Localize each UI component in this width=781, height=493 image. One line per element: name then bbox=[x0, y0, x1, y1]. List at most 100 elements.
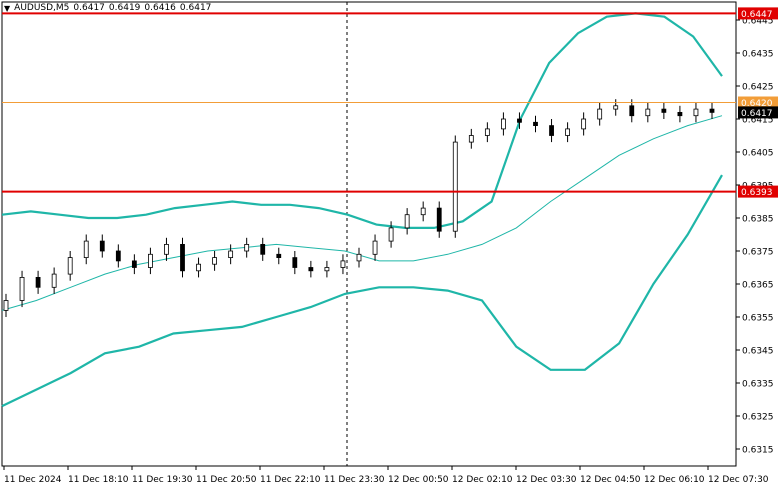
candles bbox=[3, 99, 715, 317]
candle bbox=[260, 237, 266, 261]
candle bbox=[693, 102, 699, 123]
candle bbox=[677, 105, 683, 123]
bollinger-bands bbox=[1, 12, 723, 408]
x-tick-label: 11 Dec 22:10 bbox=[260, 475, 321, 485]
candle-body bbox=[3, 300, 9, 311]
y-tick-label: 0.6385 bbox=[742, 215, 774, 225]
candle-body bbox=[533, 121, 538, 127]
price-label-bg bbox=[738, 106, 778, 119]
price-label-text: 0.6417 bbox=[741, 109, 773, 119]
candle-body bbox=[67, 257, 73, 275]
price-label-upper_red: 0.6447 bbox=[738, 7, 778, 20]
x-tick-label: 12 Dec 06:10 bbox=[644, 475, 705, 485]
candle bbox=[468, 128, 474, 149]
price-label-text: 0.6393 bbox=[741, 188, 773, 198]
candle bbox=[212, 251, 217, 271]
candle bbox=[3, 293, 9, 317]
candle-body bbox=[99, 240, 105, 252]
candle bbox=[180, 237, 185, 278]
candle bbox=[613, 99, 619, 116]
candle bbox=[597, 102, 603, 126]
candle-body bbox=[613, 105, 619, 110]
candle bbox=[645, 102, 651, 123]
candle bbox=[581, 112, 587, 136]
candle bbox=[228, 244, 234, 265]
candle-body bbox=[324, 267, 330, 272]
candle-body bbox=[693, 108, 699, 117]
candle bbox=[324, 260, 330, 278]
y-tick-label: 0.6315 bbox=[742, 446, 774, 456]
candle-body bbox=[501, 118, 506, 130]
candle-body bbox=[260, 243, 266, 255]
candle-body bbox=[19, 276, 25, 301]
price-label-text: 0.6447 bbox=[741, 10, 773, 20]
candle-body bbox=[292, 257, 298, 268]
candle bbox=[484, 122, 490, 143]
candle bbox=[436, 201, 442, 238]
y-tick-label: 0.6425 bbox=[742, 83, 774, 93]
x-tick-label: 11 Dec 20:50 bbox=[196, 475, 257, 485]
candle bbox=[661, 102, 667, 119]
candle-body bbox=[228, 250, 234, 258]
candle-body bbox=[212, 257, 217, 265]
candle-body bbox=[452, 141, 458, 232]
ohlc-high: 0.6419 bbox=[108, 3, 141, 13]
candle bbox=[244, 237, 250, 258]
candle bbox=[292, 251, 298, 275]
lower-band-line bbox=[1, 174, 723, 408]
ohlc-open: 0.6417 bbox=[73, 3, 105, 13]
candle-body bbox=[597, 108, 603, 120]
price-label-current: 0.6417 bbox=[738, 106, 778, 119]
candle-body bbox=[388, 227, 394, 242]
candle bbox=[356, 247, 362, 268]
candle-body bbox=[244, 243, 250, 252]
y-tick-label: 0.6355 bbox=[742, 314, 774, 324]
candle bbox=[83, 234, 89, 265]
candle-body bbox=[308, 267, 314, 272]
candle bbox=[565, 122, 570, 143]
x-tick-label: 12 Dec 03:30 bbox=[516, 475, 577, 485]
candle-body bbox=[131, 260, 137, 268]
candle-body bbox=[404, 214, 410, 229]
candle-body bbox=[115, 250, 121, 262]
price-axis: 0.64450.64350.64250.64150.64050.63950.63… bbox=[736, 7, 778, 456]
symbol-label: AUDUSD,M5 bbox=[14, 3, 70, 13]
candle-body bbox=[51, 273, 57, 288]
candle bbox=[501, 112, 506, 136]
candle-body bbox=[661, 108, 667, 113]
candle bbox=[549, 119, 554, 143]
candle-body bbox=[164, 243, 169, 255]
candle-body bbox=[436, 207, 442, 232]
triangle-down-icon[interactable]: ▼ bbox=[4, 3, 11, 13]
candle bbox=[533, 115, 538, 133]
candle bbox=[276, 247, 282, 265]
candle bbox=[308, 260, 314, 278]
y-tick-label: 0.6435 bbox=[742, 50, 774, 60]
candle-body bbox=[581, 118, 587, 130]
candle-body bbox=[83, 240, 89, 259]
candle-body bbox=[517, 118, 522, 123]
x-tick-label: 12 Dec 07:30 bbox=[708, 475, 769, 485]
candle bbox=[148, 247, 153, 275]
candle-body bbox=[709, 108, 715, 113]
y-tick-label: 0.6345 bbox=[742, 347, 774, 357]
candle bbox=[196, 257, 201, 278]
x-tick-label: 11 Dec 23:30 bbox=[324, 475, 385, 485]
candle bbox=[131, 254, 137, 275]
middle-band-line bbox=[1, 115, 723, 311]
candle bbox=[388, 221, 394, 248]
candle-body bbox=[645, 108, 651, 117]
candle-body bbox=[340, 260, 346, 268]
price-label-orange: 0.6420 bbox=[738, 96, 778, 109]
y-tick-label: 0.6375 bbox=[742, 248, 774, 258]
time-axis: 11 Dec 2024 11 Dec 18:10 11 Dec 19:30 11 De… bbox=[3, 466, 769, 485]
candle bbox=[372, 234, 378, 261]
candle bbox=[709, 102, 715, 119]
ohlc-low: 0.6416 bbox=[144, 3, 176, 13]
symbol-header: ▼ AUDUSD,M5 0.6417 0.6419 0.6416 0.6417 bbox=[4, 3, 211, 13]
x-tick-label: 12 Dec 00:50 bbox=[388, 475, 449, 485]
y-tick-label: 0.6325 bbox=[742, 413, 774, 423]
candle-body bbox=[196, 263, 201, 272]
